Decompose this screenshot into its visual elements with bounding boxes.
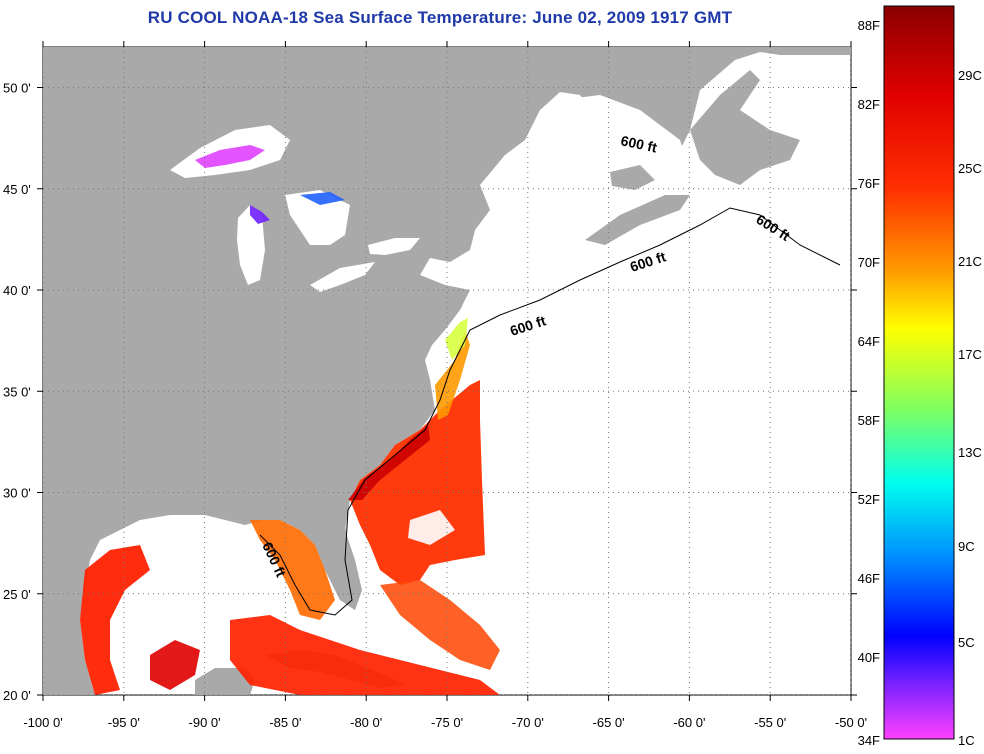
colorbar-labels: 88F 82F 76F 70F 64F 58F 52F 46F 40F 34F 29C 25C 21C 1… <box>858 18 982 748</box>
colorbar-c-label: 5C <box>958 635 975 650</box>
lon-tick-label: -85 0' <box>269 715 301 730</box>
land-newfoundland <box>690 70 800 185</box>
land-nova-scotia <box>585 195 690 245</box>
lat-tick-label: 20 0' <box>3 688 31 703</box>
lon-tick-label: -75 0' <box>431 715 463 730</box>
contour-600ft <box>259 207 841 616</box>
colorbar-f-label: 82F <box>858 97 880 112</box>
lat-tick-label: 25 0' <box>3 587 31 602</box>
lon-tick-label: -50 0' <box>835 715 867 730</box>
latitude-axis-labels: 20 0' 25 0' 30 0' 35 0' 40 0' 45 0' 50 0' <box>3 81 31 704</box>
lat-tick-label: 45 0' <box>3 182 31 197</box>
lon-tick-label: -55 0' <box>754 715 786 730</box>
map-title: RU COOL NOAA-18 Sea Surface Temperature:… <box>147 8 733 27</box>
lon-tick-label: -90 0' <box>189 715 221 730</box>
colorbar-f-label: 76F <box>858 176 880 191</box>
lake-michigan <box>237 205 265 285</box>
colorbar-f-label: 70F <box>858 255 880 270</box>
sst-yucatan-channel <box>150 640 200 690</box>
sst-gulf-east <box>250 520 335 620</box>
lon-tick-label: -100 0' <box>23 715 62 730</box>
lon-tick-label: -80 0' <box>350 715 382 730</box>
land-yucatan <box>195 668 255 695</box>
colorbar-c-label: 21C <box>958 254 982 269</box>
lake-erie <box>310 262 375 292</box>
lon-tick-label: -60 0' <box>673 715 705 730</box>
sst-atlantic-orange <box>435 330 470 420</box>
colorbar-f-label: 34F <box>858 733 880 748</box>
lake-huron <box>285 190 350 245</box>
sst-gulf-west <box>80 545 150 695</box>
colorbar-c-label: 13C <box>958 445 982 460</box>
lon-tick-label: -70 0' <box>512 715 544 730</box>
gulf-land-island <box>610 165 655 190</box>
colorbar-c-label: 1C <box>958 733 975 748</box>
colorbar-f-label: 52F <box>858 492 880 507</box>
colorbar-c-label: 17C <box>958 347 982 362</box>
lat-tick-label: 40 0' <box>3 283 31 298</box>
colorbar-f-label: 64F <box>858 334 880 349</box>
lat-tick-label: 50 0' <box>3 81 31 96</box>
sst-atlantic-band <box>350 380 485 585</box>
lake-sst-purple <box>250 205 270 224</box>
lake-ontario <box>368 238 420 255</box>
lat-tick-label: 35 0' <box>3 384 31 399</box>
lake-sst-blue <box>300 192 345 205</box>
colorbar-c-label: 29C <box>958 68 982 83</box>
sst-chesapeake-yellow <box>445 318 468 360</box>
colorbar-f-label: 40F <box>858 650 880 665</box>
sst-coastal-darkred <box>348 425 430 500</box>
land-north-america <box>43 47 851 695</box>
graticule <box>43 47 851 695</box>
gulf-st-lawrence <box>555 95 690 205</box>
cloud-patch <box>408 510 455 545</box>
sst-caribbean <box>230 615 500 695</box>
colorbar-f-label: 46F <box>858 571 880 586</box>
lat-tick-label: 30 0' <box>3 486 31 501</box>
colorbar-c-label: 25C <box>958 161 982 176</box>
colorbar-f-label: 58F <box>858 413 880 428</box>
sst-bahamas <box>380 580 500 670</box>
lake-sst-magenta <box>195 145 265 168</box>
colorbar-f-label: 88F <box>858 18 880 33</box>
longitude-axis-labels: -100 0' -95 0' -90 0' -85 0' -80 0' -75 0' -70… <box>23 715 867 730</box>
lon-tick-label: -95 0' <box>108 715 140 730</box>
colorbar <box>883 5 955 740</box>
contour-label-1: 600 ft <box>619 132 658 155</box>
lon-tick-label: -65 0' <box>593 715 625 730</box>
colorbar-c-label: 9C <box>958 539 975 554</box>
